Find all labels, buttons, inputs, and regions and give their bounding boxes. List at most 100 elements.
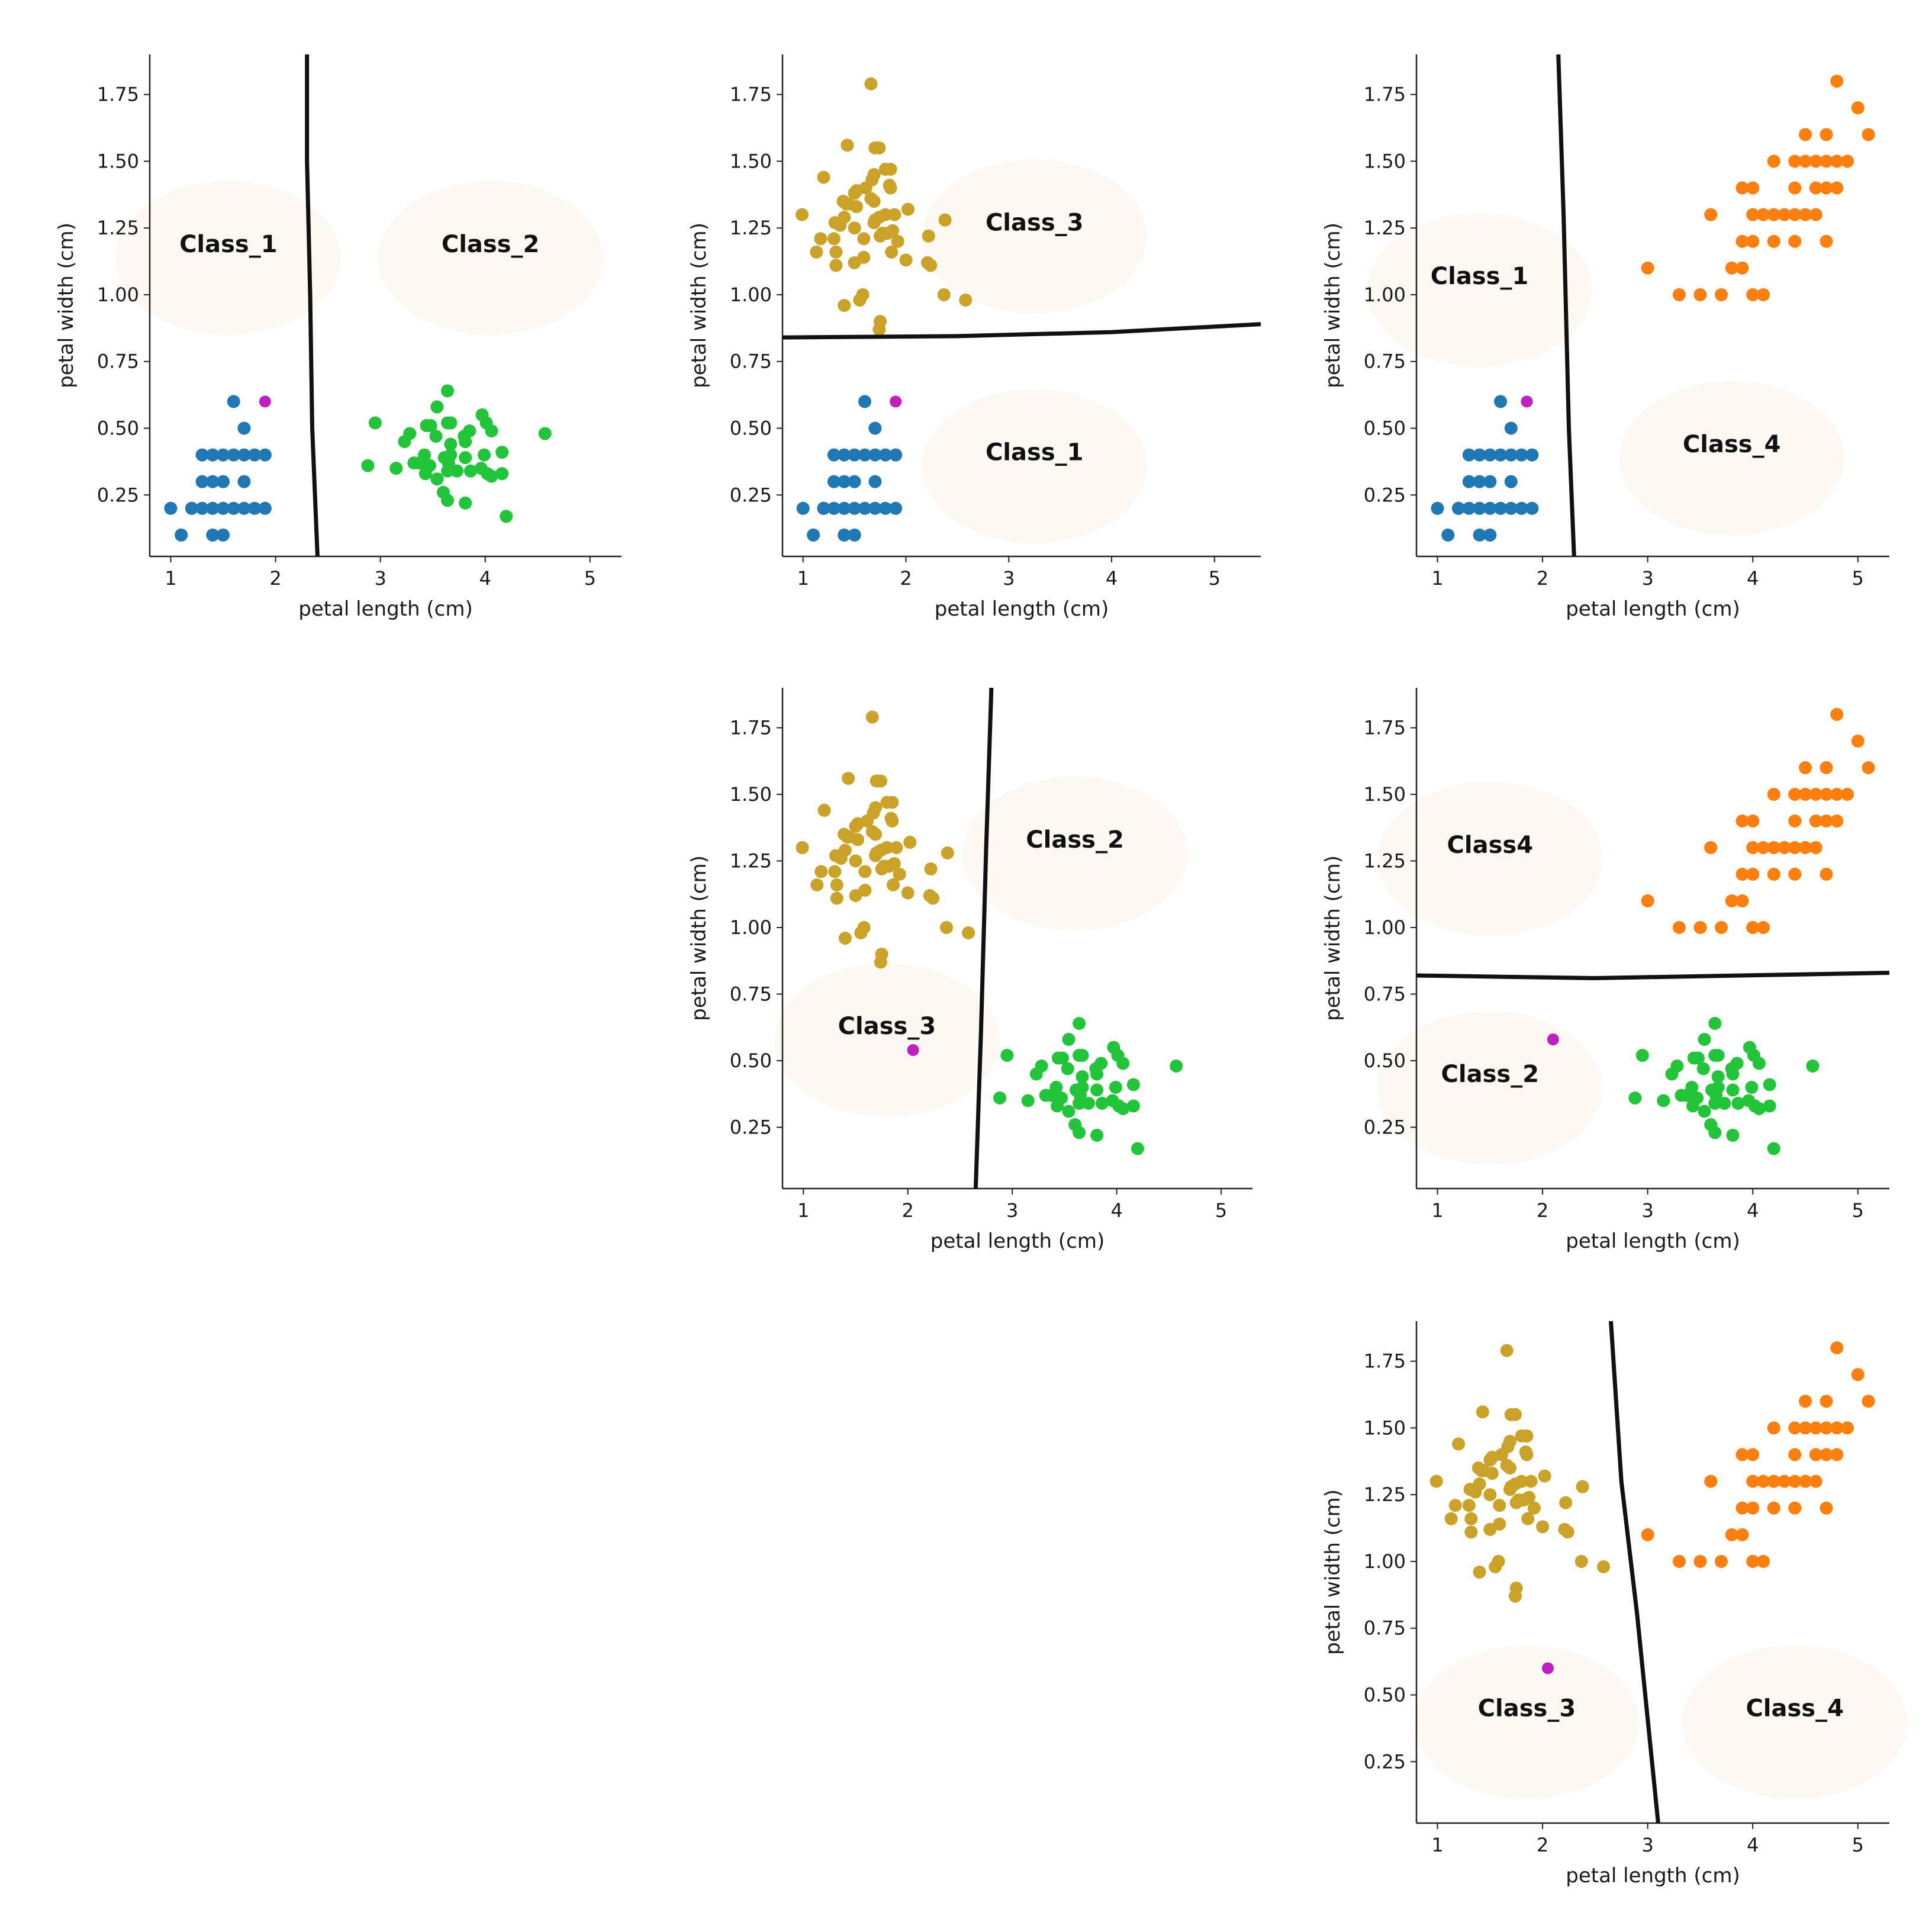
region-label: Class_3 xyxy=(838,1013,936,1040)
data-point xyxy=(1851,735,1865,748)
data-point xyxy=(828,865,842,878)
x-tick-label: 3 xyxy=(374,567,386,590)
x-tick-label: 5 xyxy=(1852,1199,1864,1222)
data-point xyxy=(1483,1453,1497,1467)
data-point xyxy=(940,921,954,934)
data-point xyxy=(1711,1070,1725,1083)
data-point xyxy=(1767,234,1780,248)
data-point xyxy=(827,475,841,488)
data-point xyxy=(1806,1060,1820,1073)
data-point xyxy=(1704,1474,1718,1488)
data-point xyxy=(1035,1060,1048,1073)
data-point xyxy=(1021,1094,1035,1107)
data-point xyxy=(886,796,899,809)
y-tick-label: 0.25 xyxy=(1364,1116,1406,1139)
data-point xyxy=(1708,1097,1722,1110)
data-point xyxy=(1820,761,1833,774)
data-point xyxy=(901,886,915,900)
data-point xyxy=(1862,128,1875,141)
data-point xyxy=(1090,1129,1104,1142)
data-point xyxy=(1483,475,1497,488)
data-point xyxy=(1809,1474,1822,1488)
data-point xyxy=(868,448,882,462)
data-point xyxy=(1798,154,1812,168)
data-point xyxy=(1735,234,1749,248)
x-tick-label: 2 xyxy=(1537,1199,1548,1222)
data-point xyxy=(458,430,471,443)
y-axis-label: petal width (cm) xyxy=(1321,223,1345,388)
data-point xyxy=(1462,501,1476,515)
y-tick-label: 0.50 xyxy=(97,417,139,439)
data-point xyxy=(893,868,906,881)
data-point xyxy=(1126,1099,1140,1113)
decision-boundary xyxy=(973,687,994,1189)
y-tick-label: 1.25 xyxy=(97,217,139,239)
data-point xyxy=(838,932,852,945)
data-point xyxy=(1431,501,1444,515)
data-point xyxy=(237,421,251,435)
data-point xyxy=(875,948,888,961)
data-point xyxy=(867,195,881,208)
data-point xyxy=(1693,288,1707,301)
y-tick-label: 1.50 xyxy=(1364,783,1406,806)
data-point xyxy=(430,400,444,414)
data-point xyxy=(1725,1528,1738,1541)
x-tick-label: 1 xyxy=(1431,1199,1443,1222)
y-axis-label: petal width (cm) xyxy=(1321,855,1345,1021)
data-point xyxy=(1704,1118,1718,1131)
data-point xyxy=(830,878,843,891)
data-point xyxy=(1116,1057,1130,1070)
data-point xyxy=(1672,921,1686,934)
y-tick-label: 1.75 xyxy=(97,83,139,106)
data-point xyxy=(1597,1560,1611,1573)
data-point xyxy=(1000,1049,1014,1062)
data-point xyxy=(1698,1033,1711,1046)
data-point xyxy=(1708,1017,1722,1030)
data-point xyxy=(1493,1499,1506,1512)
data-point xyxy=(1788,234,1802,248)
data-point xyxy=(195,501,209,515)
y-tick-label: 1.75 xyxy=(1364,1350,1406,1373)
data-point xyxy=(185,501,198,515)
data-point xyxy=(444,448,458,462)
y-tick-label: 0.25 xyxy=(730,484,772,506)
data-point xyxy=(858,448,872,462)
data-point xyxy=(258,448,272,462)
data-point xyxy=(1820,181,1833,195)
data-point xyxy=(878,448,892,462)
data-point xyxy=(1862,1395,1875,1408)
region-label: Class_2 xyxy=(1026,826,1124,854)
data-point xyxy=(1089,1062,1103,1076)
data-point xyxy=(848,448,861,462)
decision-boundary xyxy=(782,322,1261,340)
data-point xyxy=(878,501,892,515)
data-point xyxy=(867,806,880,820)
data-point xyxy=(857,232,871,246)
data-point xyxy=(1471,1461,1485,1475)
data-point xyxy=(1788,788,1802,801)
data-point xyxy=(1711,1081,1725,1094)
data-point xyxy=(1809,181,1822,195)
data-point xyxy=(1746,181,1760,195)
data-point xyxy=(838,299,851,312)
data-point xyxy=(389,462,403,475)
data-point xyxy=(1500,1344,1514,1357)
data-point xyxy=(1462,448,1476,462)
x-tick-label: 4 xyxy=(1110,1199,1122,1222)
y-axis-label: petal width (cm) xyxy=(1321,1489,1345,1655)
y-tick-label: 1.25 xyxy=(1364,850,1406,872)
x-tick-label: 3 xyxy=(1641,1834,1653,1856)
data-point xyxy=(1735,261,1749,275)
data-point xyxy=(1559,1496,1573,1509)
data-point xyxy=(1680,1089,1693,1102)
y-tick-label: 1.50 xyxy=(730,783,772,806)
data-point xyxy=(1851,101,1865,115)
data-point xyxy=(899,253,913,267)
data-point xyxy=(1090,1083,1104,1097)
x-tick-label: 4 xyxy=(479,567,491,590)
x-tick-label: 1 xyxy=(797,567,809,590)
data-point xyxy=(1517,1493,1531,1507)
y-tick-label: 1.50 xyxy=(97,150,139,172)
data-point xyxy=(1504,501,1518,515)
data-point xyxy=(1746,868,1760,881)
